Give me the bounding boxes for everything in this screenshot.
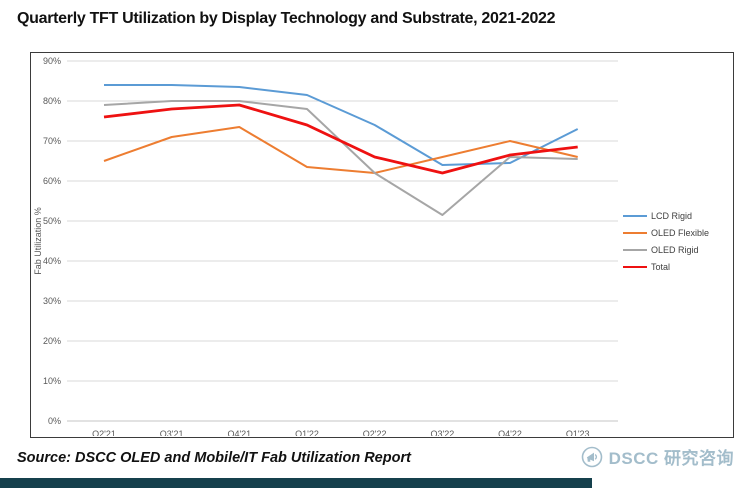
legend-swatch (623, 232, 647, 234)
chart-canvas: 0% 10% 20% 30% 40% 50% 60% 70% 80% 90% Q2'21 Q3'21 Q… (33, 56, 618, 436)
legend-label: LCD Rigid (651, 211, 693, 221)
legend-item-total: Total (623, 262, 709, 272)
legend-label: Total (651, 262, 671, 272)
series-line-oled-rigid (103, 100, 578, 216)
series-line-lcd-rigid (104, 84, 579, 166)
y-tick-label: 60% (43, 176, 61, 186)
logo-text: DSCC 研究咨询 (608, 449, 734, 468)
chart-title: Quarterly TFT Utilization by Display Tec… (17, 10, 556, 27)
y-tick-label: 80% (43, 96, 61, 106)
legend-label: OLED Flexible (651, 228, 710, 238)
legend-swatch (623, 215, 647, 217)
y-tick-label: 50% (43, 216, 61, 226)
bottom-accent-bar (0, 478, 592, 488)
y-tick-label: 40% (43, 256, 61, 266)
source-note: Source: DSCC OLED and Mobile/IT Fab Util… (17, 450, 411, 466)
x-tick-label: Q4'21 (227, 429, 251, 436)
chart-legend: LCD Rigid OLED Flexible OLED Rigid Total (623, 211, 709, 272)
dscc-logo: DSCC 研究咨询 (580, 444, 734, 469)
legend-swatch (623, 249, 647, 251)
legend-item-lcd-rigid: LCD Rigid (623, 211, 709, 221)
x-tick-label: Q1'23 (566, 429, 590, 436)
y-tick-label: 70% (43, 136, 61, 146)
x-tick-label: Q1'22 (295, 429, 319, 436)
series-line-oled-flexible (103, 126, 578, 174)
y-tick-label: 0% (48, 416, 61, 426)
chart-area: 0% 10% 20% 30% 40% 50% 60% 70% 80% 90% Q2'21 Q3'21 Q… (30, 52, 734, 438)
legend-item-oled-flexible: OLED Flexible (623, 228, 709, 238)
y-axis-title: Fab Utilization % (33, 207, 43, 275)
x-tick-label: Q4'22 (498, 429, 522, 436)
x-tick-label: Q3'21 (160, 429, 184, 436)
y-tick-label: 30% (43, 296, 61, 306)
legend-swatch (623, 265, 647, 269)
y-tick-label: 90% (43, 56, 61, 66)
x-tick-label: Q3'22 (430, 429, 454, 436)
legend-label: OLED Rigid (651, 245, 699, 255)
series-line-total (103, 103, 578, 175)
x-tick-label: Q2'21 (92, 429, 116, 436)
legend-item-oled-rigid: OLED Rigid (623, 245, 709, 255)
y-tick-label: 20% (43, 336, 61, 346)
y-tick-label: 10% (43, 376, 61, 386)
megaphone-icon (581, 446, 602, 467)
x-tick-label: Q2'22 (363, 429, 387, 436)
